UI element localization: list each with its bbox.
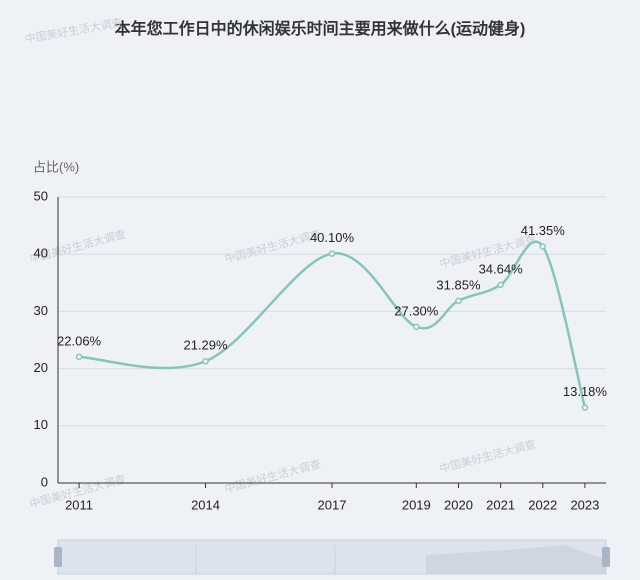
y-axis-label: 占比(%) (33, 159, 79, 174)
data-zoom[interactable] (54, 539, 610, 575)
chart-title: 本年您工作日中的休闲娱乐时间主要用来做什么(运动健身) (115, 19, 526, 38)
y-tick-label: 10 (34, 417, 48, 432)
data-label: 34.64% (479, 261, 524, 276)
x-tick-label: 2011 (65, 497, 93, 512)
zoom-preview (426, 545, 606, 574)
y-tick-label: 40 (34, 246, 48, 261)
data-label: 21.29% (183, 338, 228, 353)
x-tick-label: 2020 (444, 497, 473, 512)
data-label: 40.10% (310, 230, 355, 245)
data-label: 41.35% (521, 223, 566, 238)
x-tick-label: 2023 (570, 497, 599, 512)
point (497, 281, 504, 289)
data-label: 13.18% (563, 384, 608, 399)
zoom-handle-right[interactable] (602, 547, 610, 567)
data-label: 27.30% (394, 303, 439, 318)
point (455, 297, 462, 305)
data-label: 31.85% (436, 277, 481, 292)
x-tick-label: 2019 (402, 497, 431, 512)
x-tick-label: 2014 (191, 497, 220, 512)
data-label: 22.06% (57, 333, 102, 348)
point (581, 404, 589, 411)
point (328, 250, 336, 257)
point (75, 353, 83, 361)
y-tick-label: 30 (34, 303, 48, 318)
point (202, 357, 209, 365)
point (539, 243, 547, 250)
y-tick-label: 0 (41, 474, 48, 489)
point (413, 323, 420, 331)
x-tick-label: 2021 (486, 497, 515, 512)
x-tick-label: 2017 (318, 497, 347, 512)
y-tick-label: 20 (34, 360, 48, 375)
x-tick-label: 2022 (528, 497, 557, 512)
y-tick-label: 50 (34, 188, 48, 203)
zoom-handle-left[interactable] (54, 547, 62, 567)
